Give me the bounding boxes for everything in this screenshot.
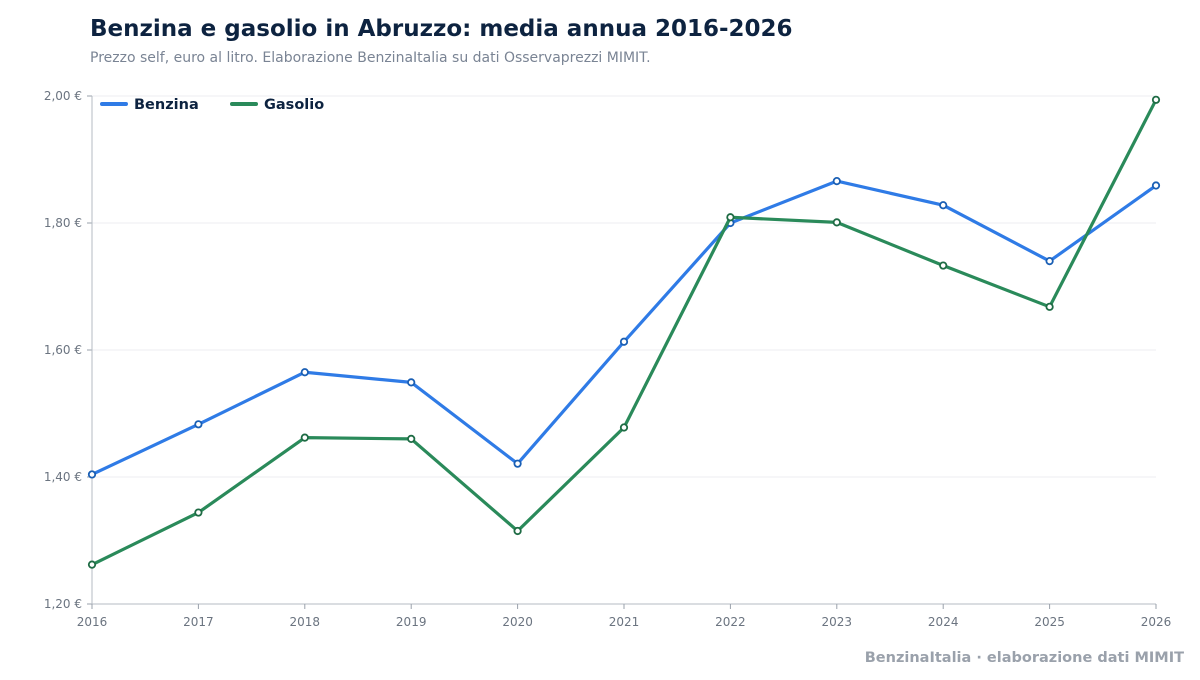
x-tick-label: 2019 xyxy=(396,615,427,629)
series-line xyxy=(90,98,1158,567)
chart-subtitle: Prezzo self, euro al litro. Elaborazione… xyxy=(90,50,651,66)
x-tick-label: 2025 xyxy=(1034,615,1065,629)
x-tick-label: 2022 xyxy=(715,615,746,629)
data-point xyxy=(1045,302,1054,311)
data-point xyxy=(513,459,522,468)
data-point xyxy=(619,423,629,432)
x-tick-label: 2018 xyxy=(290,615,321,629)
data-point xyxy=(407,378,416,387)
data-point xyxy=(1045,256,1054,266)
x-tick-label: 2016 xyxy=(77,615,108,629)
series-gasolio xyxy=(87,95,1161,569)
y-tick-label: 1,40 € xyxy=(44,470,82,484)
data-point xyxy=(832,176,841,186)
y-tick-label: 1,20 € xyxy=(44,597,82,611)
data-point xyxy=(300,368,309,377)
legend-label: Gasolio xyxy=(264,97,324,113)
data-point xyxy=(300,433,309,442)
x-tick-label: 2021 xyxy=(609,615,640,629)
x-tick-label: 2026 xyxy=(1141,615,1172,629)
data-point xyxy=(194,420,203,429)
y-tick-label: 1,60 € xyxy=(44,343,82,357)
data-point xyxy=(1151,181,1161,190)
footer-credit: BenzinaItalia · elaborazione dati MIMIT xyxy=(864,650,1184,666)
legend-item: Gasolio xyxy=(230,97,324,113)
data-point xyxy=(832,218,841,227)
data-point xyxy=(939,201,948,210)
data-point xyxy=(87,560,97,569)
x-tick-label: 2017 xyxy=(183,615,214,629)
y-tick-label: 2,00 € xyxy=(44,89,82,103)
data-point xyxy=(194,508,203,517)
series-benzina xyxy=(87,176,1161,479)
axes: 1,20 € 1,40 € 1,60 € 1,80 € 2,00 € 2016 2017 20… xyxy=(44,89,1171,629)
series-lines xyxy=(87,95,1161,569)
data-point xyxy=(726,213,735,222)
data-point xyxy=(939,261,948,270)
data-point xyxy=(1151,95,1161,104)
data-point xyxy=(513,526,522,536)
x-tick-label: 2023 xyxy=(822,615,853,629)
x-tick-label: 2024 xyxy=(928,615,959,629)
data-point xyxy=(407,434,416,443)
grid-lines xyxy=(92,95,1156,478)
legend-item: Benzina xyxy=(100,97,199,113)
chart-title: Benzina e gasolio in Abruzzo: media annu… xyxy=(90,16,793,42)
legend: Benzina Gasolio xyxy=(100,97,324,113)
data-point xyxy=(87,470,97,479)
x-tick-label: 2020 xyxy=(502,615,533,629)
data-point xyxy=(619,337,629,346)
legend-label: Benzina xyxy=(134,97,199,113)
y-tick-label: 1,80 € xyxy=(44,216,82,230)
